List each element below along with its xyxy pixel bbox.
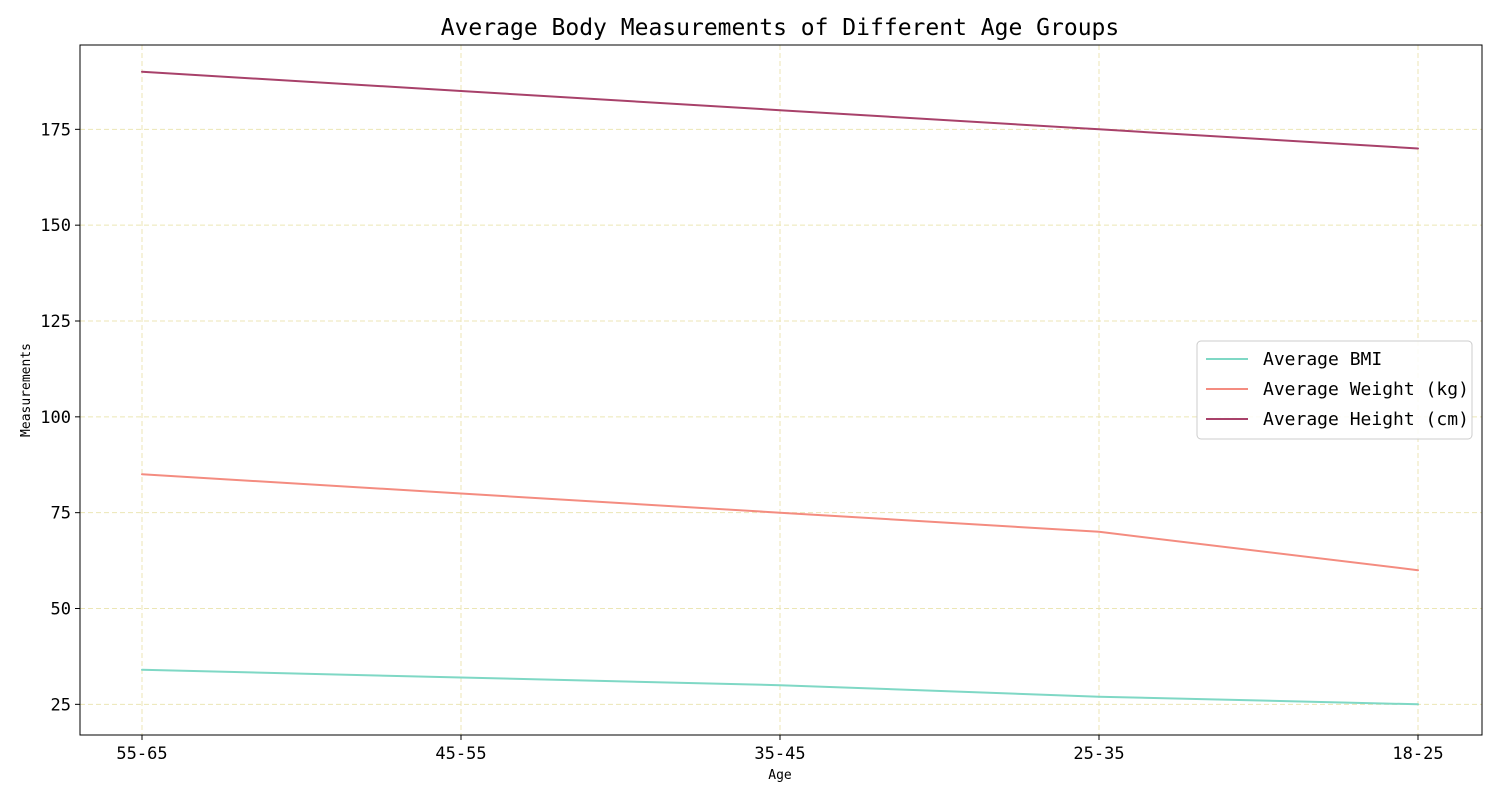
x-tick-label: 35-45 (754, 744, 805, 764)
series-line-average-height-cm (141, 70, 1419, 150)
y-axis-label: Measurements (19, 343, 34, 437)
legend: Average BMI Average Weight (kg) Average He… (1196, 340, 1473, 440)
x-tick-label: 55-65 (116, 744, 167, 764)
y-tick-label: 50 (51, 600, 71, 620)
series-lines (141, 70, 1419, 706)
grid-lines (80, 45, 1482, 735)
y-tick-label: 125 (40, 312, 71, 332)
legend-label-average-weight-kg: Average Weight (kg) (1263, 379, 1469, 400)
series-line-average-bmi (141, 668, 1419, 706)
y-tick-label: 150 (40, 216, 71, 236)
y-tick-label: 100 (40, 408, 71, 428)
legend-label-average-height-cm: Average Height (cm) (1263, 409, 1469, 430)
legend-label-average-bmi: Average BMI (1263, 349, 1382, 370)
y-tick-label: 25 (51, 695, 71, 715)
axis-ticks: 55-65 45-55 35-45 25-35 18-25 25 50 75 100 125 150… (40, 120, 1443, 764)
legend-box (1196, 340, 1473, 440)
series-line-average-weight-kg (141, 473, 1419, 572)
x-tick-label: 18-25 (1392, 744, 1443, 764)
x-tick-label: 45-55 (435, 744, 486, 764)
x-axis-label: Age (768, 768, 792, 783)
y-tick-label: 75 (51, 504, 71, 524)
plot-frame (79, 44, 1483, 736)
chart-title: Average Body Measurements of Different A… (441, 15, 1120, 41)
y-tick-label: 175 (40, 120, 71, 140)
x-tick-label: 25-35 (1073, 744, 1124, 764)
